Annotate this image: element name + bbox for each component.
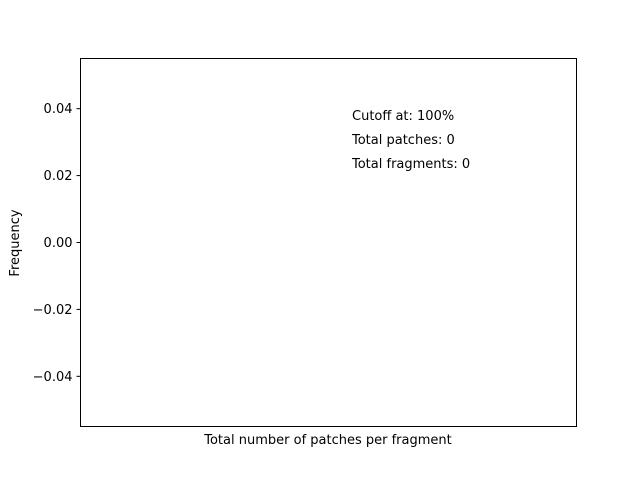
x-axis-label: Total number of patches per fragment xyxy=(203,433,452,448)
y-tick-label: 0.02 xyxy=(44,169,73,184)
y-axis-label: Frequency xyxy=(8,209,23,276)
stats-annotation-line: Total fragments: 0 xyxy=(351,157,470,172)
stats-annotation: Cutoff at: 100% Total patches: 0 Total fra… xyxy=(351,109,470,172)
y-tick-label: 0.04 xyxy=(44,102,73,117)
stats-annotation-line: Total patches: 0 xyxy=(351,133,455,148)
stats-annotation-line: Cutoff at: 100% xyxy=(352,109,454,124)
y-axis-ticks: 0.04 0.02 0.00 −0.02 −0.04 xyxy=(33,102,81,385)
y-tick-label: −0.04 xyxy=(33,370,73,385)
y-tick-label: 0.00 xyxy=(44,236,73,251)
plot-area-frame xyxy=(80,58,577,427)
y-tick-label: −0.02 xyxy=(33,303,73,318)
